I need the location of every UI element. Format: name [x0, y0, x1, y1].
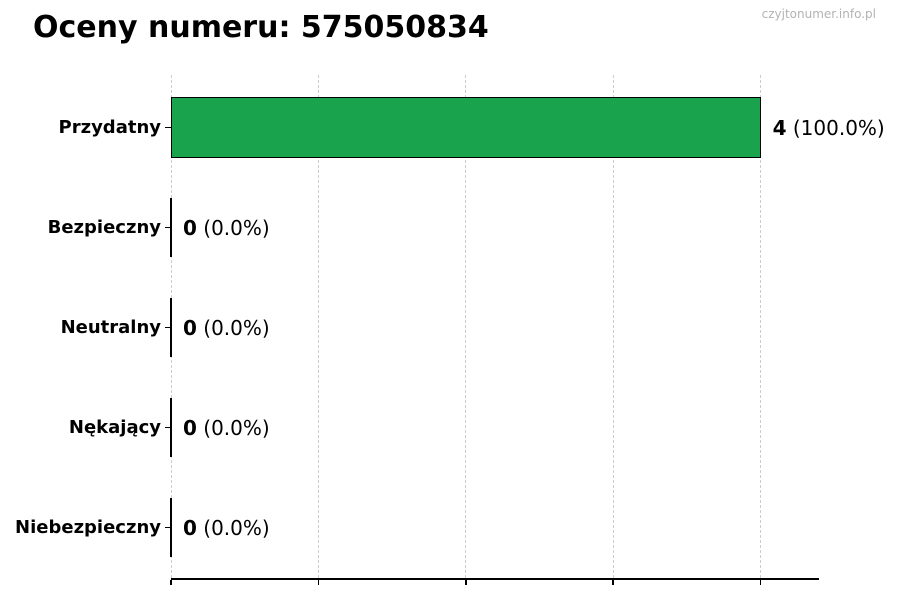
value-label: 0 (0.0%) [183, 215, 270, 240]
y-tick-mark [165, 226, 171, 229]
chart-title: Oceny numeru: 575050834 [33, 10, 489, 45]
bar-neutralny [170, 298, 172, 357]
bar-niebezpieczny [170, 498, 172, 557]
x-axis-line [171, 578, 819, 580]
category-label: Neutralny [60, 316, 161, 338]
category-label: Niebezpieczny [15, 516, 161, 538]
value-label: 0 (0.0%) [183, 515, 270, 540]
category-label: Bezpieczny [47, 216, 161, 238]
gridline [465, 75, 467, 578]
value-count: 0 [183, 415, 197, 440]
category-label: Nękający [68, 416, 161, 438]
value-label: 4 (100.0%) [772, 115, 885, 140]
value-count: 0 [183, 315, 197, 340]
value-label: 0 (0.0%) [183, 315, 270, 340]
x-tick-mark [170, 580, 172, 585]
bar-n-kaj-cy [170, 398, 172, 457]
y-tick-mark [165, 526, 171, 529]
x-tick-mark [465, 580, 467, 585]
watermark: czyjtonumer.info.pl [761, 7, 876, 21]
value-count: 0 [183, 215, 197, 240]
value-label: 0 (0.0%) [183, 415, 270, 440]
gridline [760, 75, 762, 578]
y-tick-mark [165, 426, 171, 429]
value-count: 4 [772, 115, 787, 140]
bar-bezpieczny [170, 198, 172, 257]
y-tick-mark [165, 326, 171, 329]
gridline [317, 75, 319, 578]
gridline [612, 75, 614, 578]
bar-przydatny [171, 97, 761, 158]
x-tick-mark [612, 580, 614, 585]
x-tick-mark [317, 580, 320, 585]
y-tick-mark [165, 126, 171, 129]
category-label: Przydatny [58, 116, 161, 138]
value-count: 0 [183, 515, 197, 540]
x-tick-mark [759, 580, 762, 585]
